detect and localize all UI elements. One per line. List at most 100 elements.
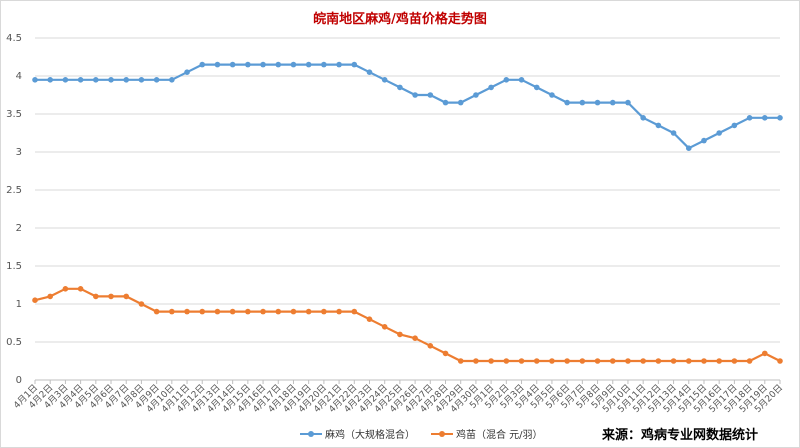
data-point: [716, 130, 722, 136]
data-point: [153, 77, 160, 83]
legend: 麻鸡（大规格混合） 鸡苗（混合 元/羽）: [300, 426, 559, 441]
data-point: [260, 61, 266, 68]
data-point: [777, 115, 783, 121]
data-point: [457, 358, 464, 364]
data-point: [184, 69, 190, 75]
data-point: [305, 61, 312, 68]
y-tick-label: 2.5: [6, 185, 22, 196]
data-point: [245, 61, 251, 68]
data-point: [351, 61, 358, 68]
data-point: [685, 358, 692, 364]
legend-label: 鸡苗（混合 元/羽）: [456, 430, 543, 441]
data-point: [701, 137, 707, 144]
data-point: [640, 115, 646, 121]
data-point: [93, 293, 99, 300]
data-point: [397, 331, 403, 338]
data-point: [93, 77, 99, 83]
data-point: [169, 77, 175, 83]
data-point: [336, 61, 342, 68]
data-point: [761, 350, 768, 357]
data-point: [625, 358, 631, 364]
data-point: [503, 358, 510, 364]
data-point: [533, 84, 540, 91]
series-1: [32, 286, 783, 364]
data-point: [138, 301, 145, 307]
data-point: [169, 308, 175, 315]
data-point: [549, 358, 555, 364]
y-tick-label: 4: [16, 71, 22, 82]
data-point: [305, 308, 312, 315]
data-point: [32, 77, 38, 83]
data-point: [229, 308, 236, 315]
data-point: [503, 77, 510, 83]
data-point: [123, 77, 130, 83]
legend-item-mahji[interactable]: 麻鸡（大规格混合）: [300, 426, 415, 441]
x-axis: [34, 379, 781, 384]
chart-title: 皖南地区麻鸡/鸡苗价格走势图: [313, 12, 487, 27]
data-point: [670, 130, 677, 136]
data-point: [594, 358, 601, 364]
data-point: [761, 115, 768, 121]
series-0: [32, 61, 783, 151]
data-point: [199, 61, 206, 68]
x-axis-ticks: 4月1日4月2日4月3日4月4日4月5日4月6日4月7日4月8日4月9日4月10…: [12, 382, 786, 415]
data-point: [366, 69, 373, 75]
y-tick-label: 4.5: [6, 33, 22, 44]
data-point: [716, 358, 722, 364]
data-point: [625, 99, 631, 106]
data-point: [245, 308, 251, 315]
data-point: [260, 308, 266, 315]
data-point: [533, 358, 540, 364]
data-point: [32, 297, 38, 304]
data-point: [442, 350, 449, 357]
data-point: [153, 308, 160, 315]
data-point: [427, 92, 434, 98]
data-point: [488, 358, 494, 364]
data-point: [564, 358, 570, 364]
y-tick-label: 0: [16, 375, 22, 386]
y-tick-label: 0.5: [6, 337, 22, 348]
y-tick-label: 2: [16, 223, 22, 234]
data-point: [397, 84, 403, 91]
data-point: [123, 293, 130, 300]
data-point: [336, 308, 342, 315]
data-point: [275, 61, 282, 68]
data-point: [290, 308, 297, 315]
data-point: [427, 343, 434, 349]
data-point: [138, 77, 145, 83]
data-point: [579, 358, 586, 364]
source-note: 来源：鸡病专业网数据统计: [601, 428, 758, 443]
data-point: [77, 286, 84, 292]
data-point: [701, 358, 707, 364]
data-point: [518, 358, 525, 364]
data-point: [579, 99, 586, 106]
data-point: [594, 99, 601, 106]
data-point: [199, 308, 206, 315]
series-line: [35, 63, 780, 150]
data-point: [351, 308, 358, 315]
legend-item-chick[interactable]: 鸡苗（混合 元/羽）: [431, 426, 543, 441]
legend-label: 麻鸡（大规格混合）: [325, 430, 415, 441]
series-line: [34, 287, 781, 363]
data-point: [442, 99, 449, 106]
data-point: [229, 61, 236, 68]
data-point: [275, 308, 282, 315]
data-point: [518, 77, 525, 83]
data-point: [62, 286, 69, 292]
data-point: [685, 145, 692, 151]
data-point: [488, 84, 494, 91]
data-point: [381, 324, 388, 330]
data-point: [564, 99, 570, 106]
data-point: [473, 358, 479, 364]
data-point: [108, 77, 114, 83]
data-point: [321, 308, 327, 315]
data-point: [412, 92, 418, 98]
data-point: [746, 115, 753, 121]
data-point: [47, 77, 54, 83]
data-point: [549, 92, 555, 98]
legend-swatch-blue: [300, 429, 322, 439]
data-point: [746, 358, 753, 364]
data-point: [214, 308, 221, 315]
data-point: [366, 316, 373, 323]
